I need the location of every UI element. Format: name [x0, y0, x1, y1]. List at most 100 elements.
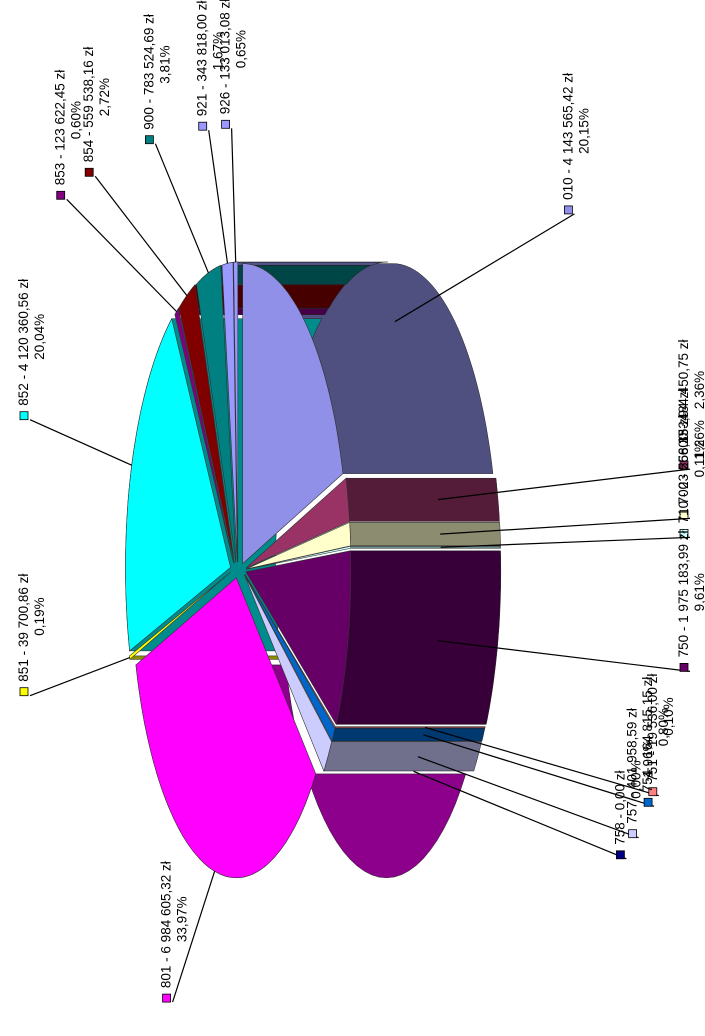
- slice-label-010: 010 - 4 143 565,42 zł 20,15%: [560, 73, 591, 215]
- slice-percent-label-926: 0,65%: [234, 30, 249, 68]
- slice-value-label-758: 758 - 0,00 zł: [612, 771, 627, 845]
- slice-percent-label-710: 0,11%: [692, 440, 705, 477]
- legend-swatch-751: [648, 787, 658, 797]
- legend-swatch-926: [221, 119, 231, 129]
- slice-percent-label-010: 20,15%: [576, 108, 591, 154]
- pie-slice-750: [245, 550, 352, 726]
- leader-line-754: [423, 734, 655, 807]
- legend-swatch-852: [19, 411, 29, 421]
- leader-line-750: [437, 640, 691, 672]
- slice-percent-label-851: 0,19%: [32, 597, 47, 635]
- slice-value-label-926: 926 - 133 013,08 zł: [218, 0, 233, 114]
- pie-slice-700: [245, 521, 351, 570]
- legend-swatch-851: [19, 687, 29, 697]
- pie-slice-757: [244, 574, 332, 772]
- slice-value-label-751: 751 - 19 536,00 zł: [645, 674, 660, 782]
- slice-value-label-710: 710 - 23 566,33 zł: [676, 415, 691, 523]
- legend-swatch-853: [56, 190, 66, 200]
- pie-slice-710: [245, 545, 351, 570]
- legend-swatch-010: [564, 205, 573, 215]
- slice-label-710: 710 - 23 566,33 zł 0,11%: [676, 415, 705, 538]
- slice-label-900: 900 - 783 524,69 zł 3,81%: [141, 14, 172, 145]
- pie-layer: [125, 261, 502, 879]
- pie-slice-010: [242, 263, 344, 565]
- leader-line-801: [172, 871, 216, 1003]
- slice-label-750: 750 - 1 975 183,99 zł 9,61%: [676, 531, 705, 672]
- legend-swatch-600: [679, 460, 689, 470]
- legend-swatch-710: [679, 529, 689, 538]
- slice-value-label-801: 801 - 6 984 605,32 zł: [159, 861, 174, 988]
- legend-swatch-801: [162, 993, 172, 1003]
- slice-percent-label-921: 1,67%: [211, 32, 226, 70]
- slice-percent-label-900: 3,81%: [157, 45, 172, 83]
- slice-percent-label-600: 2,36%: [692, 371, 705, 409]
- slice-label-851: 851 - 39 700,86 zł 0,19%: [16, 574, 47, 697]
- legend-swatch-700: [679, 510, 689, 519]
- pie-slice-600: [245, 477, 350, 569]
- slice-label-700: 700 - 258 153,94 zł 1,26%: [676, 389, 705, 519]
- leader-line-700: [440, 517, 691, 535]
- slice-percent-label-750: 9,61%: [692, 573, 705, 611]
- leader-line-853: [66, 198, 177, 312]
- pie-side-600: [345, 477, 500, 522]
- legend-swatch-758: [616, 850, 625, 860]
- slice-label-757: 757 - 401 958,59 zł 1,96%: [625, 708, 656, 839]
- slice-label-852: 852 - 4 120 360,56 zł 20,04%: [16, 279, 47, 421]
- leader-line-758: [413, 770, 627, 860]
- slice-value-label-900: 900 - 783 524,69 zł: [141, 14, 156, 130]
- leader-line-751: [424, 726, 659, 797]
- slice-percent-label-757: 1,96%: [641, 739, 656, 777]
- slice-label-853: 853 - 123 622,45 zł 0,60%: [53, 70, 84, 200]
- leader-line-900: [154, 143, 209, 274]
- slice-value-label-921: 921 - 343 818,00 zł: [195, 1, 210, 117]
- slice-label-758: 758 - 0,00 zł 0,00%: [612, 761, 643, 860]
- leader-line-921: [208, 130, 229, 264]
- slice-label-801: 801 - 6 984 605,32 zł 33,97%: [159, 861, 190, 1003]
- legend-swatch-757: [628, 829, 637, 839]
- leader-line-757: [417, 756, 639, 839]
- slice-percent-label-751: 0,10%: [661, 697, 676, 735]
- slice-label-751: 751 - 19 536,00 zł 0,10%: [645, 674, 676, 797]
- legend-swatch-900: [144, 135, 154, 145]
- pie-side-750: [335, 550, 502, 725]
- slice-value-label-700: 700 - 258 153,94 zł: [676, 389, 691, 505]
- pie-side-754: [331, 728, 486, 742]
- slice-value-label-600: 600 - 484 450,75 zł: [676, 340, 691, 456]
- leader-line-852: [29, 419, 132, 466]
- legend-swatch-921: [198, 121, 208, 131]
- slice-percent-label-754: 0,80%: [656, 708, 671, 746]
- leader-line-926: [231, 128, 237, 263]
- slice-label-921: 921 - 343 818,00 zł 1,67%: [195, 1, 226, 131]
- legend-swatch-854: [84, 167, 94, 177]
- legend-swatch-750: [679, 663, 689, 672]
- pie-side-751: [334, 726, 486, 729]
- label-layer: 010 - 4 143 565,42 zł 20,15% 600 - 484 450…: [16, 0, 705, 1003]
- leader-line-851: [29, 657, 130, 697]
- slice-value-label-854: 854 - 559 538,16 zł: [81, 47, 96, 163]
- slice-value-label-851: 851 - 39 700,86 zł: [16, 574, 31, 682]
- leader-line-600: [437, 468, 691, 501]
- slice-label-854: 854 - 559 538,16 zł 2,72%: [81, 47, 112, 177]
- legend-swatch-754: [643, 797, 653, 807]
- slice-label-754: 754 - 164 815,15 zł 0,80%: [640, 677, 671, 807]
- slice-value-label-754: 754 - 164 815,15 zł: [640, 677, 655, 793]
- pie-side-710: [350, 545, 501, 549]
- slice-percent-label-854: 2,72%: [97, 78, 112, 116]
- slice-percent-label-758: 0,00%: [628, 761, 643, 799]
- slice-value-label-750: 750 - 1 975 183,99 zł: [676, 531, 691, 658]
- slice-label-926: 926 - 133 013,08 zł 0,65%: [218, 0, 249, 129]
- pie-side-700: [349, 522, 501, 547]
- slice-value-label-757: 757 - 401 958,59 zł: [625, 708, 640, 824]
- leader-line-710: [440, 536, 691, 548]
- slice-value-label-853: 853 - 123 622,45 zł: [53, 70, 68, 186]
- slice-value-label-010: 010 - 4 143 565,42 zł: [560, 73, 575, 200]
- leader-line-854: [94, 175, 188, 296]
- pie-slice-754: [244, 574, 336, 742]
- leader-line-010: [394, 213, 575, 323]
- slice-percent-label-700: 1,26%: [692, 420, 705, 458]
- slice-label-600: 600 - 484 450,75 zł 2,36%: [676, 340, 705, 470]
- slice-percent-label-801: 33,97%: [175, 896, 190, 942]
- slice-percent-label-853: 0,60%: [69, 101, 84, 139]
- slice-percent-label-852: 20,04%: [32, 314, 47, 360]
